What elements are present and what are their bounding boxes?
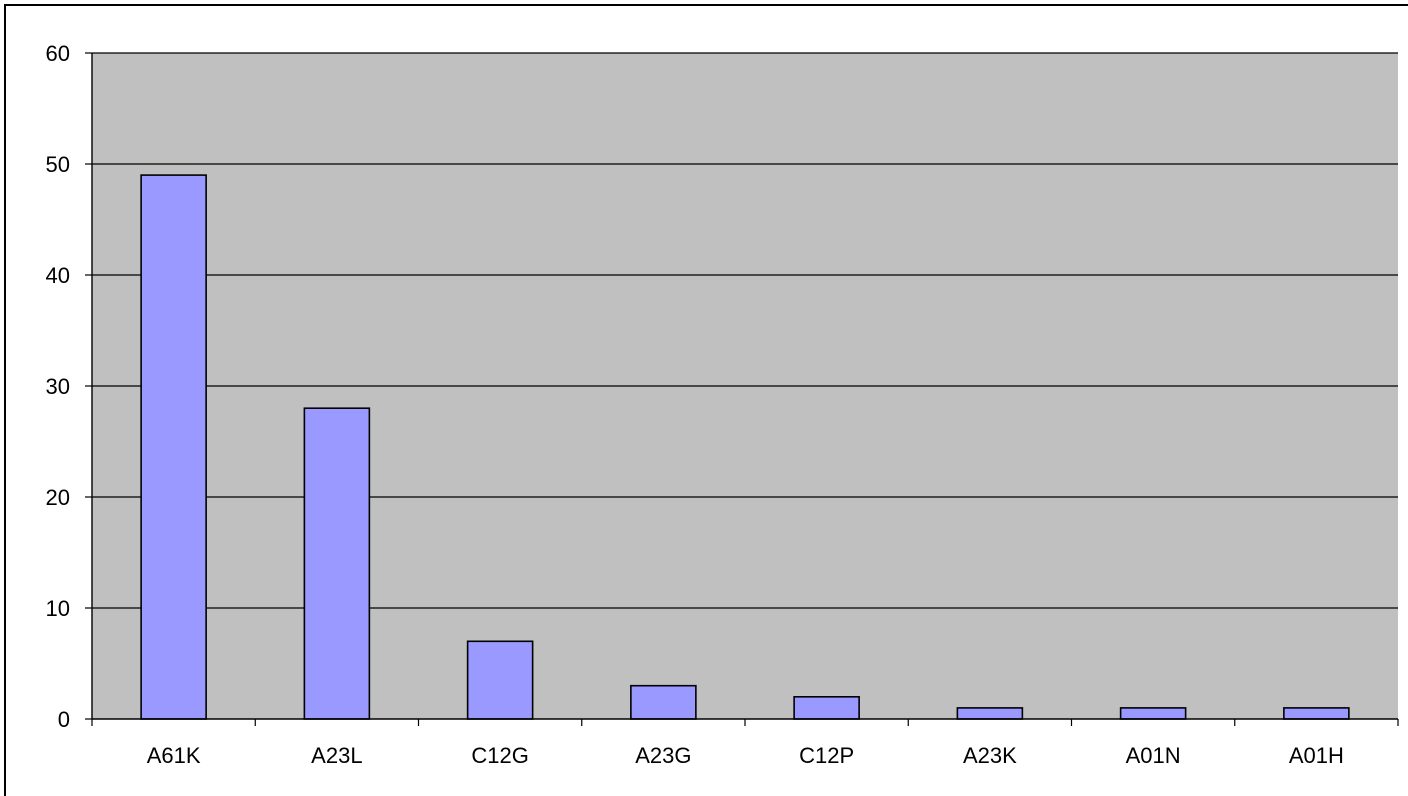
bar-a23k [956,707,1024,720]
bar-a23g [630,684,697,720]
bar-a61k [140,174,207,720]
y-tick-label: 20 [46,485,70,510]
bar-a23l [303,407,371,720]
x-tick-label: A01N [1126,743,1181,768]
axes [91,53,1399,726]
bar-a01h [1283,707,1350,720]
bar-a01n [1119,707,1187,720]
bar-c12p [793,695,860,720]
y-tick-label: 0 [58,707,70,732]
bar-c12g [466,640,534,720]
y-tick-label: 30 [46,374,70,399]
x-tick-label: A23L [311,743,362,768]
y-tick-label: 50 [46,152,70,177]
x-tick-label: A23G [635,743,691,768]
x-tick-labels: A61K A23L C12G A23G C12P A23K A01N A01H [147,743,1344,768]
x-tick-label: A01H [1289,743,1344,768]
y-tick-label: 10 [46,596,70,621]
bars [140,174,1350,720]
y-tick-label: 60 [46,41,70,66]
y-tick-label: 40 [46,263,70,288]
x-tick-label: C12P [799,743,854,768]
y-tick-labels: 0 10 20 30 40 50 60 [46,41,70,732]
x-tick-label: A23K [963,743,1017,768]
x-tick-label: C12G [471,743,528,768]
x-tick-label: A61K [147,743,201,768]
